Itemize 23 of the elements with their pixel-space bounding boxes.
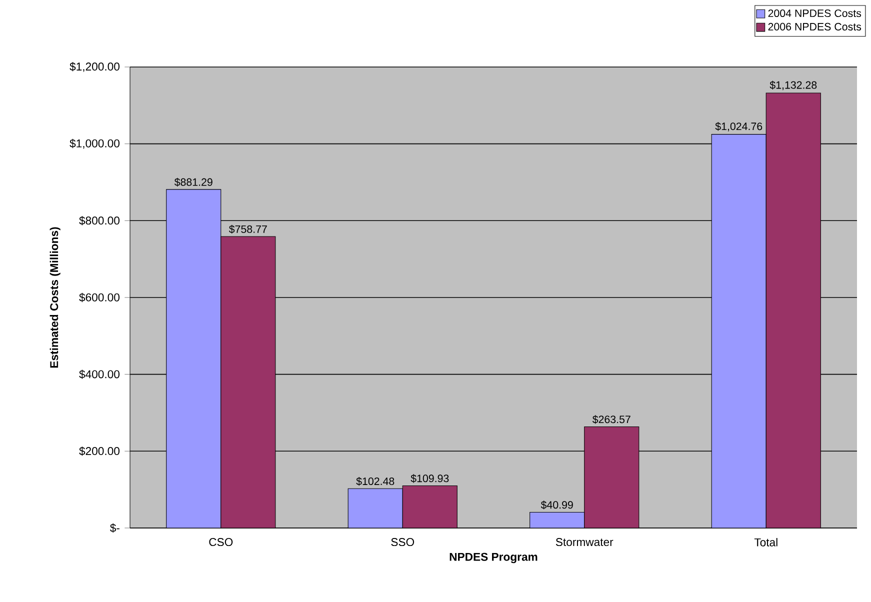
y-tick-label: $600.00: [79, 292, 120, 302]
data-label: $40.99: [540, 500, 573, 510]
data-label: $1,132.28: [770, 80, 817, 90]
y-tick-label: $1,200.00: [70, 62, 120, 72]
data-label: $758.77: [228, 224, 267, 234]
y-tick-label: $1,000.00: [70, 138, 120, 149]
x-tick-label: Stormwater: [556, 538, 614, 546]
x-tick-label: Total: [754, 538, 778, 546]
data-label: $263.57: [592, 415, 630, 424]
x-axis-title: NPDES Program: [450, 552, 538, 564]
x-tick-label: SSO: [391, 538, 414, 546]
data-label: $109.93: [410, 474, 449, 483]
y-tick-label: $200.00: [79, 446, 120, 456]
legend-label: 2006 NPDES Costs: [768, 22, 862, 30]
data-label: $1,024.76: [715, 122, 762, 132]
legend-label: 2004 NPDES Costs: [768, 9, 862, 18]
data-label: $102.48: [356, 477, 394, 486]
y-axis-title: Estimated Costs (Millions): [50, 227, 60, 368]
y-tick-label: $-: [110, 523, 120, 533]
y-tick-label: $400.00: [79, 370, 120, 379]
y-tick-label: $800.00: [79, 216, 120, 226]
data-label: $881.29: [174, 178, 212, 186]
x-tick-label: CSO: [209, 538, 233, 546]
